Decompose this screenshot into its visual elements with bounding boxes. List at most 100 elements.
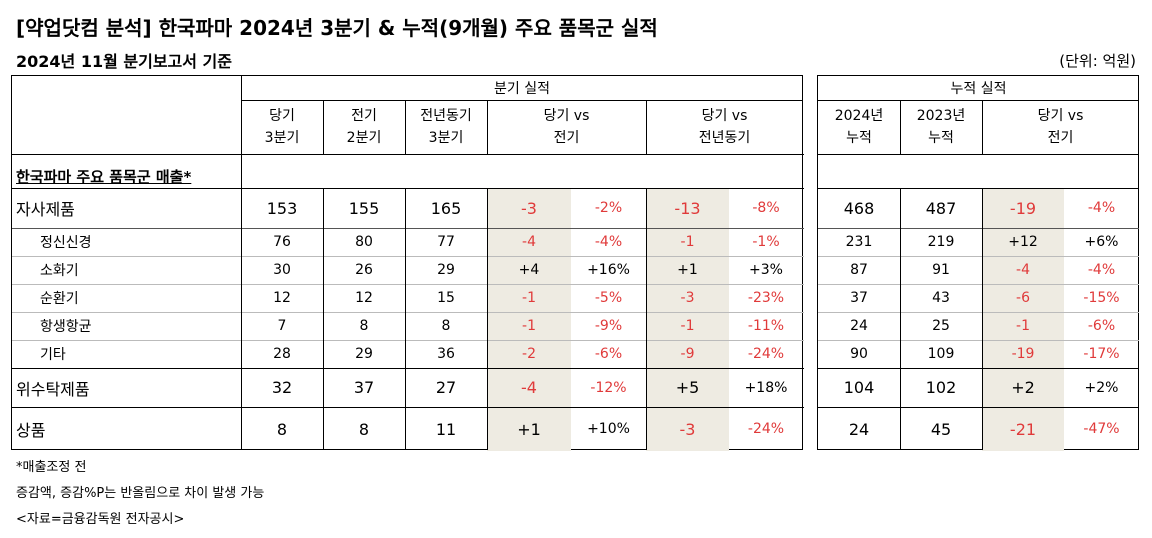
cumulative-results-table: 누적 실적 2024년 누적 2023년 누적 당기 vs 전기 468 487 -19 -4% 23…	[817, 75, 1139, 451]
value-cell: 12	[355, 290, 373, 306]
value-cell: 77	[437, 234, 455, 250]
cumulative-change: -6	[1016, 290, 1030, 306]
cumulative-percent: -6%	[1087, 318, 1116, 334]
page-subtitle: 2024년 11월 분기보고서 기준	[16, 52, 232, 71]
column-header: 전기 2분기	[323, 101, 405, 153]
row-divider	[818, 154, 1139, 155]
value-cell: 11	[435, 419, 457, 439]
cumulative-change: -19	[1011, 346, 1035, 362]
value-cell: 12	[273, 290, 291, 306]
row-label: 정신신경	[40, 235, 92, 251]
highlight-cell	[646, 368, 729, 407]
cumulative-value: 45	[930, 419, 952, 439]
cumulative-percent: +6%	[1084, 234, 1119, 250]
cumulative-header: 누적 실적	[950, 81, 1007, 97]
highlight-cell	[487, 284, 571, 312]
section-title: 한국파마 주요 품목군 매출*	[16, 168, 192, 186]
cumulative-change: +2	[1011, 378, 1035, 397]
change-value: -2	[522, 346, 536, 362]
change-value: +1	[517, 419, 541, 439]
highlight-cell	[646, 256, 729, 284]
row-label: 상품	[16, 421, 46, 440]
note-source: <자료=금융감독원 전자공시>	[16, 512, 185, 527]
change-value: -1	[522, 290, 536, 306]
note-rounding: 증감액, 증감%P는 반올림으로 차이 발생 가능	[16, 486, 265, 501]
note-adjustment: *매출조정 전	[16, 460, 87, 475]
column-header-line1: 전기	[351, 108, 377, 124]
value-cell: 8	[276, 419, 288, 439]
value-cell: 27	[435, 378, 457, 397]
cumulative-percent: -4%	[1087, 200, 1116, 216]
column-divider	[323, 101, 324, 154]
column-divider	[900, 188, 901, 450]
column-header-line1: 당기 vs	[1037, 108, 1084, 124]
cumulative-percent: -17%	[1083, 346, 1120, 362]
column-header-line2: 전년동기	[698, 130, 751, 146]
highlight-cell	[982, 228, 1064, 256]
highlight-cell	[487, 340, 571, 368]
cumulative-change: +12	[1008, 234, 1038, 250]
highlight-cell	[646, 228, 729, 256]
change-percent: +16%	[587, 262, 630, 278]
change-value: -1	[522, 318, 536, 334]
column-header-line1: 전년동기	[420, 108, 472, 124]
column-divider	[323, 188, 324, 450]
value-cell: 7	[277, 318, 287, 334]
change-percent: -8%	[752, 200, 780, 216]
column-divider	[646, 188, 647, 450]
cumulative-value: 91	[932, 262, 950, 278]
row-divider	[12, 407, 804, 408]
cumulative-change: -21	[1009, 419, 1037, 439]
row-label: 항생항균	[40, 319, 92, 335]
highlight-cell	[487, 407, 571, 451]
change-percent: -6%	[594, 346, 623, 362]
value-cell: 26	[355, 262, 373, 278]
column-header-line2: 3분기	[264, 130, 300, 146]
highlight-cell	[982, 284, 1064, 312]
change-value: -4	[522, 234, 536, 250]
cumulative-value: 231	[845, 234, 873, 250]
highlight-cell	[487, 368, 571, 407]
row-divider	[12, 284, 804, 285]
value-cell: 8	[441, 318, 451, 334]
change-percent: -23%	[747, 290, 785, 306]
cumulative-change: -4	[1016, 262, 1030, 278]
column-header-line2: 전기	[553, 130, 580, 146]
change-value: -13	[674, 198, 701, 218]
row-divider	[12, 154, 804, 155]
highlight-cell	[982, 256, 1064, 284]
change-percent: -5%	[594, 290, 623, 306]
cumulative-value: 25	[932, 318, 950, 334]
highlight-cell	[646, 312, 729, 340]
change-percent: -1%	[752, 234, 780, 250]
value-cell: 8	[358, 419, 370, 439]
value-cell: 36	[437, 346, 455, 362]
value-cell: 76	[273, 234, 291, 250]
cumulative-value: 109	[927, 346, 955, 362]
change-value: -9	[680, 346, 695, 362]
highlight-cell	[646, 407, 729, 451]
change-percent: -12%	[590, 379, 627, 396]
change-percent: -9%	[594, 318, 623, 334]
highlight-cell	[487, 312, 571, 340]
cumulative-percent: -47%	[1083, 421, 1120, 437]
row-label: 위수탁제품	[16, 379, 90, 399]
row-divider	[12, 228, 804, 229]
row-divider	[12, 312, 804, 313]
row-divider	[12, 256, 804, 257]
column-header-line1: 2024년	[834, 108, 884, 124]
column-divider	[487, 101, 488, 154]
row-divider	[818, 228, 1139, 229]
change-percent: +10%	[587, 421, 630, 437]
column-header-line2: 누적	[846, 130, 872, 146]
value-cell: 15	[437, 290, 455, 306]
highlight-cell	[982, 340, 1064, 368]
value-cell: 29	[355, 346, 373, 362]
highlight-cell	[982, 188, 1064, 228]
cumulative-value: 43	[932, 290, 950, 306]
cumulative-change: -1	[1016, 318, 1030, 334]
column-divider	[241, 76, 242, 450]
column-divider	[405, 101, 406, 154]
value-cell: 30	[273, 262, 291, 278]
value-cell: 153	[266, 198, 298, 218]
